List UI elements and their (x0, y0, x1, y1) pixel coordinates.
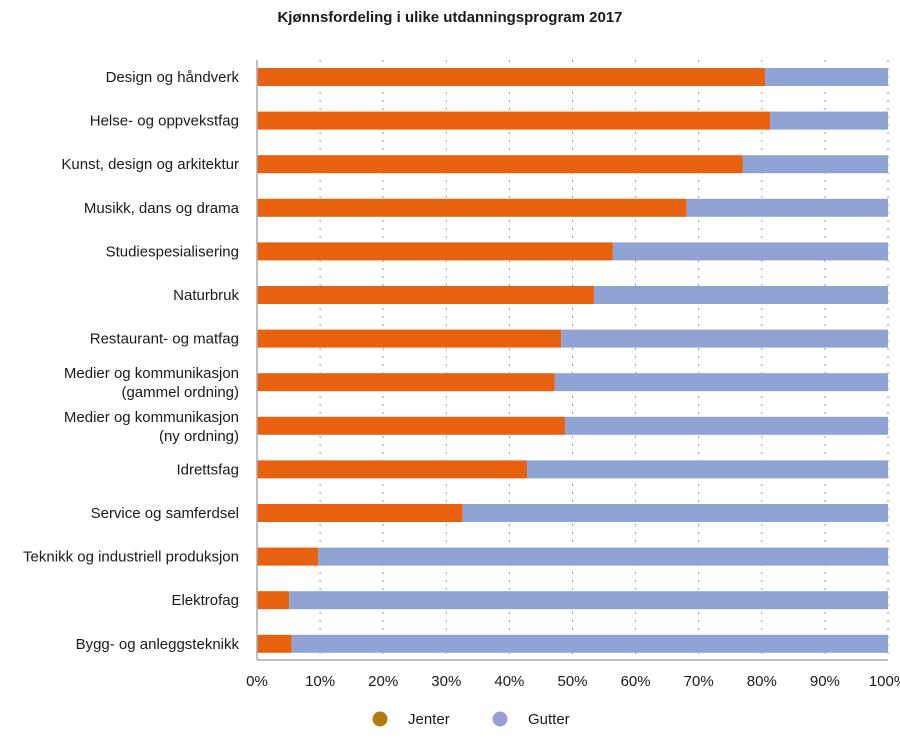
category-label-line: Kunst, design og arkitektur (61, 156, 239, 173)
bar-gutter (462, 504, 888, 522)
category-label-line: (ny ordning) (159, 428, 239, 445)
x-tick-label: 90% (810, 673, 840, 690)
bar-gutter (564, 416, 888, 435)
category-label-line: (gammel ordning) (121, 384, 239, 401)
x-tick-label: 50% (557, 673, 587, 690)
bar-gutter (527, 460, 888, 479)
bar-jenter (257, 329, 562, 348)
bar-gutter (554, 373, 888, 392)
category-label: Musikk, dans og drama (84, 200, 240, 217)
bar-jenter (257, 591, 290, 610)
category-label: Medier og kommunikasjon (gammel ordning) (64, 365, 239, 401)
bar-jenter (257, 68, 765, 86)
bar-gutter (291, 634, 889, 653)
category-label-line: Helse- og oppvekstfag (90, 113, 239, 130)
category-label: Teknikk og industriell produksjon (23, 549, 239, 566)
category-label: Kunst, design og arkitektur (61, 156, 239, 173)
category-label-line: Service og samferdsel (91, 505, 239, 522)
category-label-line: Design og håndverk (106, 69, 240, 86)
x-tick-label: 40% (494, 673, 524, 690)
bar-gutter (764, 68, 888, 86)
category-label-line: Elektrofag (171, 592, 239, 609)
x-tick-label: 60% (621, 673, 651, 690)
bar-gutter (561, 329, 888, 348)
legend-marker-jenter (372, 711, 388, 727)
legend: Jenter Gutter (372, 711, 570, 728)
category-label-line: Studiespesialisering (106, 243, 239, 260)
bar-gutter (770, 111, 888, 130)
bar-jenter (257, 416, 565, 435)
bar-jenter (257, 155, 743, 174)
legend-marker-gutter (492, 711, 508, 727)
bar-gutter (593, 286, 888, 304)
category-label-line: Idrettsfag (176, 461, 239, 478)
chart-title: Kjønnsfordeling i ulike utdanningsprogra… (277, 9, 623, 26)
x-tick-label: 100% (869, 673, 900, 690)
x-tick-label: 20% (368, 673, 398, 690)
bar-jenter (257, 111, 771, 130)
x-tick-label: 80% (747, 673, 777, 690)
category-label: Service og samferdsel (91, 505, 239, 522)
x-tick-label: 70% (684, 673, 714, 690)
category-label-line: Restaurant- og matfag (90, 331, 239, 348)
x-axis: 0% 10% 20% 30% 40% 50% 60% 70% 80% 90% 100% (246, 60, 900, 690)
bar-jenter (257, 634, 292, 653)
bar-gutter (318, 547, 888, 566)
category-labels: Design og håndverk Helse- og oppvekstfag K… (23, 69, 240, 653)
x-tick-label: 0% (246, 673, 268, 690)
category-label: Helse- og oppvekstfag (90, 113, 239, 130)
bar-jenter (257, 198, 687, 217)
x-tick-label: 10% (305, 673, 335, 690)
bars (257, 68, 889, 653)
category-label: Idrettsfag (176, 461, 239, 478)
x-tick-label: 30% (431, 673, 461, 690)
category-label-line: Bygg- og anleggsteknikk (76, 636, 240, 653)
category-label: Design og håndverk (106, 69, 240, 86)
category-label: Elektrofag (171, 592, 239, 609)
category-label-line: Musikk, dans og drama (84, 200, 240, 217)
bar-jenter (257, 460, 528, 479)
bar-gutter (289, 591, 888, 610)
category-label: Medier og kommunikasjon (ny ordning) (64, 409, 239, 445)
category-label-line: Naturbruk (173, 287, 239, 304)
legend-label-gutter: Gutter (528, 711, 570, 728)
bar-jenter (257, 504, 463, 522)
category-label-line: Medier og kommunikasjon (64, 409, 239, 426)
bar-jenter (257, 242, 613, 261)
legend-label-jenter: Jenter (408, 711, 450, 728)
category-label: Restaurant- og matfag (90, 331, 239, 348)
category-label: Bygg- og anleggsteknikk (76, 636, 240, 653)
category-label-line: Teknikk og industriell produksjon (23, 549, 239, 566)
gridlines (319, 60, 889, 660)
category-label: Naturbruk (173, 287, 239, 304)
bar-jenter (257, 286, 594, 304)
category-label-line: Medier og kommunikasjon (64, 365, 239, 382)
bar-jenter (257, 373, 555, 392)
bar-gutter (686, 198, 888, 217)
bar-gutter (612, 242, 888, 261)
bar-jenter (257, 547, 319, 566)
bar-gutter (742, 155, 888, 174)
category-label: Studiespesialisering (106, 243, 239, 260)
